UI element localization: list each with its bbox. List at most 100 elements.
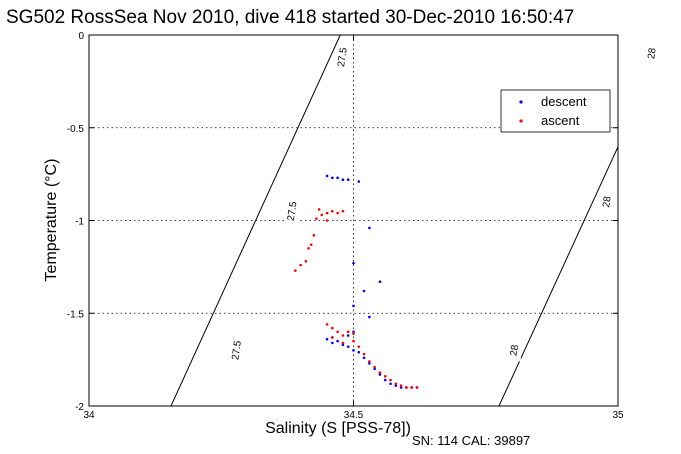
descent-point	[362, 356, 366, 360]
ascent-point	[341, 334, 345, 337]
y-tick-label: -1	[75, 217, 84, 228]
descent-point	[368, 315, 371, 319]
x-tick-label: 34.5	[344, 410, 364, 421]
ascent-point	[378, 371, 382, 374]
y-axis-ticks: 0 -0.5 -1 -1.5 -2	[67, 31, 618, 413]
descent-point	[346, 334, 350, 337]
legend-marker-descent	[519, 100, 523, 104]
x-tick-label: 34	[83, 410, 95, 421]
ascent-point	[336, 211, 339, 215]
ascent-point	[373, 365, 376, 369]
x-axis-ticks: 34 34.5 35	[83, 35, 624, 421]
contour-label-background	[646, 42, 659, 65]
legend-box	[500, 89, 611, 133]
ascent-point	[389, 378, 392, 382]
density-contour-line	[498, 145, 618, 406]
descent-point	[346, 345, 350, 348]
descent-point	[331, 176, 334, 180]
ascent-point	[415, 386, 419, 389]
descent-point	[352, 330, 355, 334]
ascent-point	[368, 360, 371, 363]
descent-point	[352, 261, 355, 265]
descent-point	[325, 174, 329, 178]
descent-point	[336, 339, 339, 343]
ascent-point	[304, 260, 308, 263]
descent-point	[357, 180, 361, 183]
descent-point	[368, 362, 371, 365]
ascent-point	[315, 217, 318, 220]
descent-point	[357, 350, 361, 354]
ascent-point	[383, 375, 387, 378]
ascent-point	[341, 341, 345, 345]
y-tick-label: -1.5	[67, 309, 85, 320]
legend-marker-ascent	[519, 119, 523, 123]
density-contour-line	[170, 35, 341, 406]
y-axis-label: Temperature (°C)	[43, 159, 60, 282]
ascent-point	[320, 213, 324, 217]
descent-point	[368, 226, 371, 230]
footer-serial-calibration: SN: 114 CAL: 39897	[412, 433, 530, 448]
descent-point	[331, 341, 334, 345]
legend-label-ascent: ascent	[541, 113, 580, 128]
y-tick-label: 0	[78, 31, 84, 42]
descent-point	[341, 343, 345, 347]
ascent-point	[331, 209, 334, 213]
grid-lines	[89, 35, 618, 406]
descent-point	[341, 178, 345, 181]
contour-label-background	[286, 200, 299, 223]
contour-label-background	[508, 339, 521, 362]
ascent-point	[294, 269, 297, 272]
y-tick-label: -2	[75, 402, 84, 413]
data-points	[294, 174, 419, 389]
density-contour-labels: 27.5 27.5 27.5 28 28 28	[230, 42, 659, 362]
contour-label: 27.5	[230, 340, 244, 361]
descent-point	[373, 367, 376, 371]
descent-point	[394, 384, 398, 387]
ascent-point	[405, 386, 408, 389]
x-tick-label: 35	[612, 410, 624, 421]
ascent-point	[362, 352, 366, 356]
ascent-point	[357, 345, 361, 348]
descent-point	[336, 176, 339, 180]
ascent-point	[336, 330, 339, 334]
ascent-point	[346, 330, 350, 334]
ascent-point	[331, 336, 334, 339]
descent-point	[325, 337, 329, 341]
descent-point	[399, 386, 403, 389]
x-axis-label: Salinity (S [PSS-78])	[265, 420, 411, 437]
legend: descent ascent	[500, 89, 611, 133]
ascent-point	[317, 208, 321, 211]
descent-point	[352, 349, 355, 352]
contour-label-background	[231, 339, 244, 362]
contour-label: 27.5	[286, 200, 300, 221]
legend-label-descent: descent	[541, 94, 587, 109]
ascent-point	[399, 384, 403, 387]
ascent-point	[331, 326, 334, 330]
contour-label: 28	[509, 344, 522, 357]
descent-point	[383, 378, 387, 382]
density-contours	[170, 35, 618, 406]
descent-point	[378, 280, 382, 284]
contour-label-background	[601, 190, 614, 213]
contour-label-background	[336, 46, 349, 69]
ascent-point	[341, 209, 345, 213]
ascent-point	[394, 382, 398, 386]
ascent-point	[299, 263, 302, 267]
ascent-point	[352, 339, 355, 343]
descent-point	[346, 178, 350, 181]
ascent-point	[325, 323, 329, 326]
chart-title: SG502 RossSea Nov 2010, dive 418 started…	[6, 7, 574, 28]
descent-point	[362, 289, 366, 293]
descent-point	[352, 304, 355, 308]
y-tick-label: -0.5	[67, 124, 85, 135]
ascent-point	[307, 247, 310, 250]
contour-label: 28	[646, 47, 659, 60]
ascent-point	[312, 234, 316, 237]
ascent-point	[325, 219, 329, 222]
ascent-point	[352, 332, 355, 335]
contour-label: 28	[601, 195, 614, 208]
ascent-point	[325, 211, 329, 215]
descent-point	[389, 382, 392, 386]
contour-label: 27.5	[336, 46, 350, 67]
